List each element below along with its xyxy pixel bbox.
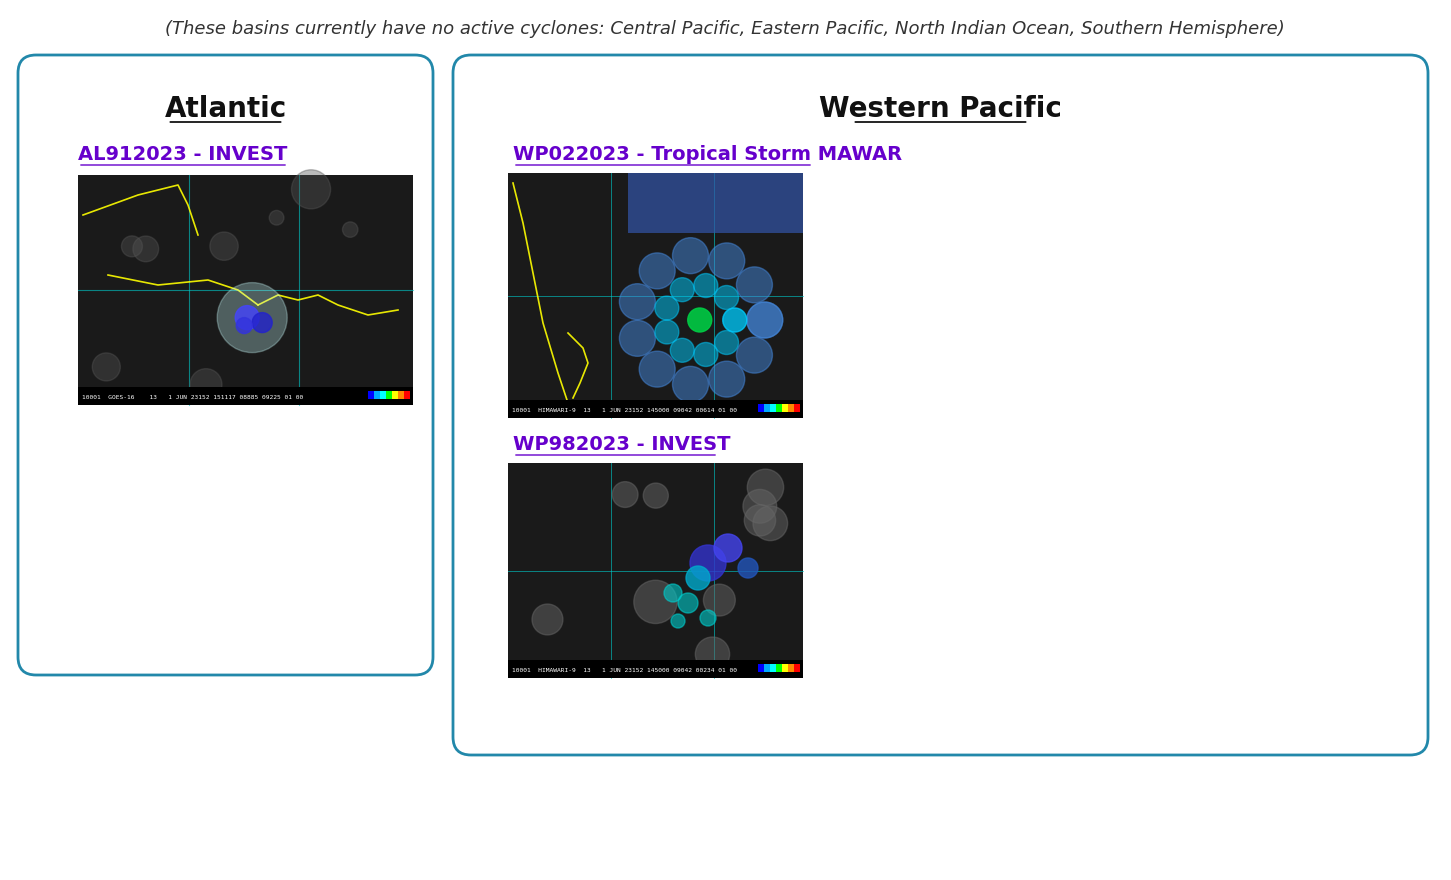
Circle shape <box>654 296 679 320</box>
Text: (These basins currently have no active cyclones: Central Pacific, Eastern Pacifi: (These basins currently have no active c… <box>165 20 1286 38</box>
Circle shape <box>237 318 252 334</box>
Bar <box>770 664 776 672</box>
Circle shape <box>252 312 273 333</box>
Circle shape <box>747 302 782 338</box>
Circle shape <box>686 566 710 590</box>
Bar <box>628 173 802 233</box>
Bar <box>776 664 782 672</box>
Bar <box>757 664 765 672</box>
Circle shape <box>670 278 694 302</box>
FancyBboxPatch shape <box>453 55 1428 755</box>
Circle shape <box>612 481 638 508</box>
Bar <box>386 391 392 399</box>
Circle shape <box>620 283 656 319</box>
Circle shape <box>699 610 715 626</box>
Bar <box>765 664 770 672</box>
Circle shape <box>292 170 331 209</box>
Bar <box>508 660 802 678</box>
Circle shape <box>704 584 736 616</box>
Bar <box>508 400 802 418</box>
Circle shape <box>640 253 675 289</box>
Bar <box>794 664 800 672</box>
Circle shape <box>654 320 679 344</box>
Circle shape <box>747 469 784 506</box>
Circle shape <box>694 342 718 366</box>
Circle shape <box>714 285 739 310</box>
Circle shape <box>694 274 718 297</box>
Circle shape <box>708 361 744 397</box>
Circle shape <box>270 210 284 225</box>
Circle shape <box>672 238 708 274</box>
Circle shape <box>708 243 744 279</box>
Circle shape <box>714 331 739 355</box>
Bar <box>398 391 403 399</box>
Bar <box>776 404 782 412</box>
Circle shape <box>190 369 222 400</box>
Text: WP022023 - Tropical Storm MAWAR: WP022023 - Tropical Storm MAWAR <box>514 145 903 164</box>
Circle shape <box>643 483 669 508</box>
FancyBboxPatch shape <box>17 55 432 675</box>
Bar <box>374 391 380 399</box>
Bar <box>782 664 788 672</box>
Circle shape <box>747 302 782 338</box>
Bar <box>508 463 802 678</box>
Circle shape <box>691 545 726 581</box>
Text: 10001  HIMAWARI-9  13   1 JUN 23152 145000 09042 00234 01 00: 10001 HIMAWARI-9 13 1 JUN 23152 145000 0… <box>512 668 737 673</box>
Circle shape <box>753 506 788 540</box>
Bar <box>380 391 386 399</box>
Text: AL912023 - INVEST: AL912023 - INVEST <box>78 145 287 164</box>
Circle shape <box>744 504 776 536</box>
Bar <box>765 404 770 412</box>
Bar <box>757 404 765 412</box>
Circle shape <box>218 282 287 353</box>
Bar <box>78 175 414 405</box>
Circle shape <box>688 308 712 332</box>
Text: Atlantic: Atlantic <box>164 95 287 123</box>
Circle shape <box>743 489 776 524</box>
Circle shape <box>665 584 682 602</box>
Circle shape <box>235 305 260 330</box>
Bar <box>782 404 788 412</box>
Bar <box>788 404 794 412</box>
Circle shape <box>122 236 142 257</box>
Bar <box>78 387 414 405</box>
Circle shape <box>133 236 158 261</box>
Bar <box>403 391 411 399</box>
Bar <box>508 173 802 418</box>
Bar <box>369 391 374 399</box>
Circle shape <box>640 351 675 387</box>
Circle shape <box>670 338 694 363</box>
Circle shape <box>620 320 656 356</box>
Circle shape <box>670 614 685 628</box>
Circle shape <box>723 308 747 332</box>
Bar <box>788 664 794 672</box>
Text: 10001  HIMAWARI-9  13   1 JUN 23152 145000 09042 00614 01 00: 10001 HIMAWARI-9 13 1 JUN 23152 145000 0… <box>512 408 737 413</box>
Circle shape <box>210 232 238 260</box>
Circle shape <box>634 580 678 624</box>
Text: Western Pacific: Western Pacific <box>818 95 1062 123</box>
Circle shape <box>737 267 772 303</box>
Circle shape <box>678 593 698 613</box>
Circle shape <box>723 308 747 332</box>
Circle shape <box>739 558 757 578</box>
Circle shape <box>737 337 772 373</box>
Circle shape <box>93 353 120 381</box>
Text: WP982023 - INVEST: WP982023 - INVEST <box>514 435 730 454</box>
Bar <box>794 404 800 412</box>
Circle shape <box>714 534 741 562</box>
Circle shape <box>672 366 708 402</box>
Circle shape <box>533 604 563 635</box>
Circle shape <box>342 222 358 238</box>
Bar <box>392 391 398 399</box>
Text: 10001  GOES-16    13   1 JUN 23152 151117 08885 09225 01 00: 10001 GOES-16 13 1 JUN 23152 151117 0888… <box>83 395 303 400</box>
Circle shape <box>695 637 730 671</box>
Bar <box>770 404 776 412</box>
